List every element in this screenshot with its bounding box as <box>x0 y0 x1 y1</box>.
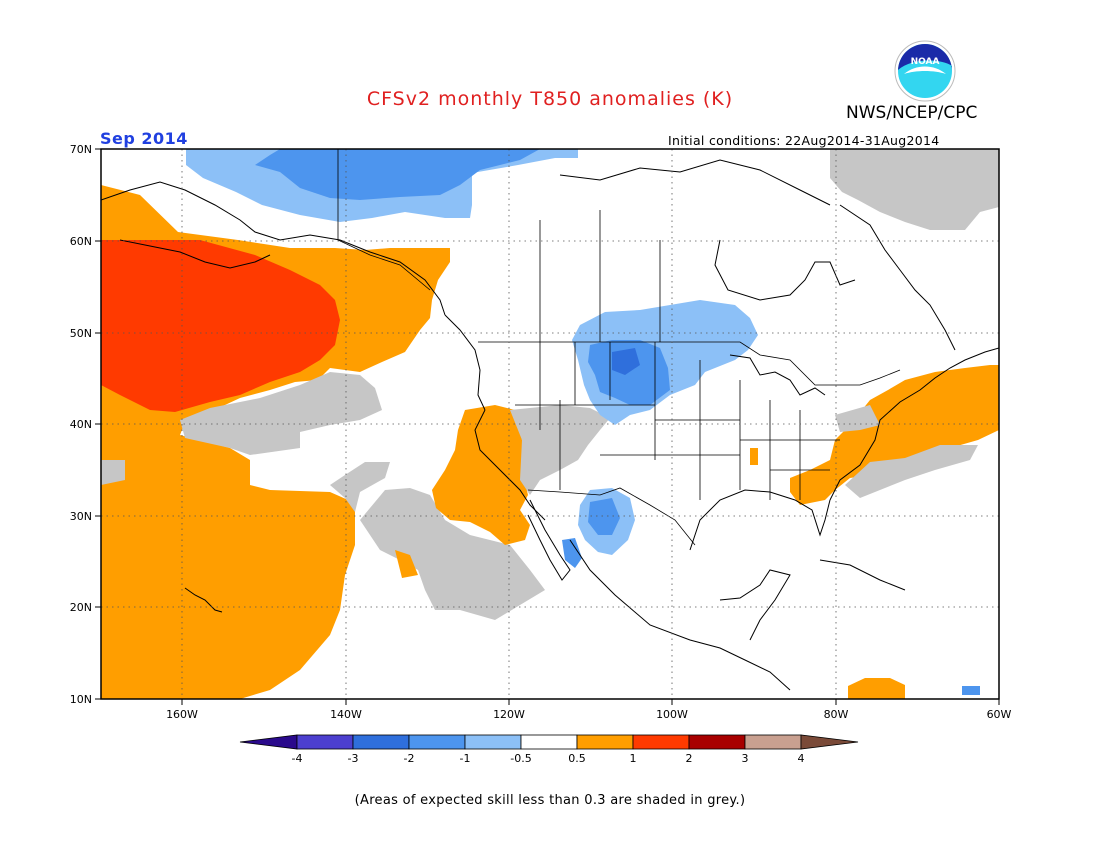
us-westcoast <box>474 409 546 521</box>
anomaly-baja-grey <box>360 488 545 620</box>
anomaly-california-orange <box>432 405 530 545</box>
lat-label: 40N <box>70 418 92 431</box>
anomaly-field <box>101 149 999 699</box>
anomaly-goa-red <box>101 240 340 412</box>
colorbar-label: 2 <box>686 752 693 765</box>
colorbar-arrow-low <box>239 734 298 750</box>
colorbar-label: 1 <box>630 752 637 765</box>
initial-conditions: Initial conditions: 22Aug2014-31Aug2014 <box>668 133 940 148</box>
colorbar-label: 4 <box>798 752 805 765</box>
agency-label: NWS/NCEP/CPC <box>846 103 978 123</box>
gulf-coast <box>689 489 831 551</box>
cuba <box>819 559 906 591</box>
coastlines <box>101 159 999 691</box>
aleutian-chain <box>119 239 271 269</box>
colorbar-arrow-high <box>800 734 859 750</box>
hudson-bay <box>714 239 856 301</box>
colorbar-label: -0.5 <box>510 752 531 765</box>
colorbar-label: -3 <box>348 752 359 765</box>
lon-labels: 160W 140W 120W 100W 80W 60W <box>166 708 1011 721</box>
state-lines <box>515 342 840 500</box>
lon-label: 60W <box>987 708 1012 721</box>
alaska-coast <box>101 181 446 316</box>
lat-label: 30N <box>70 510 92 523</box>
colorbar-swatch <box>576 734 634 750</box>
anomaly-greenland-grey <box>830 149 999 230</box>
colorbar-swatch <box>464 734 522 750</box>
colorbar-swatch <box>688 734 746 750</box>
anomaly-baja-orange <box>395 550 418 578</box>
mexico-westcoast <box>569 539 791 691</box>
colorbar-label: -2 <box>404 752 415 765</box>
anomaly-plains-dark-blue <box>612 348 640 375</box>
colorbar-swatch <box>352 734 410 750</box>
lon-label: 100W <box>656 708 688 721</box>
colorbar-label: 3 <box>742 752 749 765</box>
yucatan <box>719 569 791 641</box>
colorbar-label: -1 <box>460 752 471 765</box>
lat-label: 70N <box>70 143 92 156</box>
anomaly-caribbean-orange <box>848 678 905 699</box>
graticule <box>101 149 999 699</box>
anomaly-gulf-california-blue <box>562 538 582 568</box>
lon-label: 160W <box>166 708 198 721</box>
lat-label: 50N <box>70 327 92 340</box>
anomaly-pacific-grey-b <box>101 460 125 485</box>
borders <box>337 149 901 546</box>
skill-footnote: (Areas of expected skill less than 0.3 a… <box>354 793 746 808</box>
colorbar-label: 0.5 <box>568 752 586 765</box>
logo-text: NOAA <box>911 57 940 67</box>
lat-label: 60N <box>70 235 92 248</box>
canada-provinces <box>539 210 661 342</box>
anomaly-atlantic-grey <box>845 445 978 498</box>
lat-label: 10N <box>70 693 92 706</box>
noaa-logo-icon: NOAA <box>894 40 956 102</box>
hawaii <box>184 587 223 613</box>
colorbar-swatch <box>520 734 578 750</box>
great-lakes <box>729 354 826 396</box>
lat-label: 20N <box>70 601 92 614</box>
anomaly-eastcoast-orange <box>790 365 999 505</box>
arctic-islands <box>559 159 831 206</box>
colorbar-swatch <box>408 734 466 750</box>
forecast-month: Sep 2014 <box>100 129 188 148</box>
colorbar: -4 -3 -2 -1 -0.5 0.5 1 2 3 4 <box>239 734 859 765</box>
colorbar-swatch <box>744 734 802 750</box>
lat-labels: 70N 60N 50N 40N 30N 20N 10N <box>70 143 92 706</box>
lon-label: 80W <box>824 708 849 721</box>
lon-label: 120W <box>493 708 525 721</box>
axis-ticks <box>95 148 1000 705</box>
anomaly-pacific-grey-a <box>180 372 382 455</box>
anomaly-plains-mid-blue <box>588 340 670 405</box>
colorbar-swatch <box>632 734 690 750</box>
lon-label: 140W <box>330 708 362 721</box>
baja <box>527 499 571 581</box>
anomaly-pacific-grey-c <box>330 462 390 512</box>
us-canada-border <box>478 341 901 386</box>
anomaly-coast-grey <box>835 405 880 432</box>
alaska-border <box>337 149 431 291</box>
colorbar-swatch <box>296 734 354 750</box>
anomaly-mexico-mid-blue <box>588 498 620 535</box>
anomaly-arctic-mid-blue <box>255 149 540 200</box>
us-mexico-border <box>527 487 696 546</box>
colorbar-label: -4 <box>292 752 303 765</box>
canada-westcoast <box>444 314 486 411</box>
anomaly-gulf-orange-dot <box>750 448 758 465</box>
us-eastcoast <box>829 347 999 501</box>
labrador <box>839 204 956 351</box>
anomaly-caribbean-blue <box>962 686 980 695</box>
chart-title: CFSv2 monthly T850 anomalies (K) <box>366 88 734 110</box>
